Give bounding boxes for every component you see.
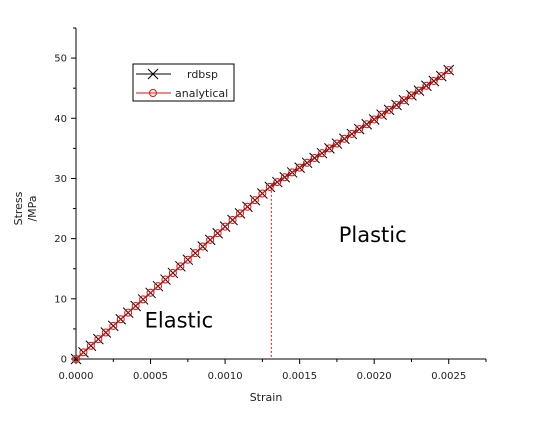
x-axis-title: Strain [250, 391, 283, 404]
x-tick-label: 0.0025 [431, 371, 466, 382]
point-analytical [258, 189, 267, 198]
point-analytical [221, 222, 230, 231]
legend-marker-rdbsp [147, 68, 159, 80]
point-analytical [265, 182, 274, 191]
legend-marker-analytical [149, 89, 157, 97]
point-analytical [176, 262, 185, 271]
point-analytical [273, 178, 282, 187]
y-axis-title: Stress [12, 191, 25, 225]
point-analytical [131, 302, 140, 311]
point-analytical [154, 282, 162, 291]
series-group [70, 64, 455, 365]
point-analytical [191, 249, 200, 258]
point-analytical [280, 173, 289, 182]
annotation-elastic: Elastic [145, 309, 214, 333]
point-analytical [392, 101, 401, 110]
point-analytical [213, 229, 222, 238]
point-analytical [407, 91, 416, 100]
point-analytical [206, 235, 215, 244]
y-tick-label: 0 [61, 355, 67, 366]
point-analytical [109, 321, 118, 330]
point-analytical [362, 120, 371, 129]
point-analytical [243, 202, 252, 211]
point-analytical [236, 209, 244, 218]
point-analytical [295, 163, 304, 172]
point-analytical [347, 129, 356, 138]
x-tick-label: 0.0020 [357, 371, 392, 382]
point-analytical [198, 242, 207, 251]
series-analytical [72, 66, 453, 363]
point-analytical [385, 105, 394, 114]
point-analytical [161, 275, 170, 284]
point-analytical [318, 149, 326, 158]
y-tick-label: 20 [54, 234, 67, 245]
point-analytical [101, 328, 110, 337]
point-analytical [332, 139, 341, 148]
y-tick-label: 30 [54, 174, 67, 185]
point-analytical [228, 215, 237, 224]
legend: rdbsp analytical [132, 63, 235, 102]
point-analytical [94, 335, 103, 344]
axes: 0 10 20 30 40 50 0.0000 0.0005 0.0010 0.0015 0.002… [12, 27, 487, 404]
point-analytical [116, 315, 125, 324]
point-analytical [124, 308, 133, 317]
point-analytical [168, 268, 177, 277]
point-analytical [325, 144, 334, 153]
point-analytical [146, 288, 155, 297]
point-analytical [183, 255, 192, 264]
point-analytical [355, 125, 364, 134]
point-analytical [139, 295, 148, 304]
x-tick-label: 0.0015 [282, 371, 317, 382]
point-analytical [86, 341, 95, 350]
y-tick-label: 40 [54, 114, 67, 125]
point-analytical [288, 168, 297, 177]
point-analytical [377, 110, 386, 119]
annotations: Elastic Plastic [145, 223, 407, 332]
annotation-plastic: Plastic [339, 223, 407, 247]
point-analytical [370, 115, 379, 124]
y-axis-subtitle: /MPa [26, 195, 39, 221]
y-tick-label: 50 [54, 54, 67, 65]
point-analytical [250, 196, 259, 205]
point-analytical [310, 153, 319, 162]
point-analytical [72, 355, 80, 363]
point-analytical [400, 96, 408, 105]
point-analytical [303, 158, 312, 167]
point-analytical [437, 72, 446, 81]
point-analytical [79, 348, 88, 357]
x-tick-label: 0.0005 [133, 371, 168, 382]
legend-label-rdbsp: rdbsp [187, 68, 218, 81]
series-rdbsp [70, 64, 455, 365]
legend-label-analytical: analytical [175, 87, 228, 100]
point-analytical [429, 76, 438, 85]
x-tick-label: 0.0010 [208, 371, 243, 382]
point-analytical [414, 86, 423, 95]
point-analytical [422, 81, 431, 90]
point-analytical [340, 134, 349, 143]
y-tick-label: 10 [54, 294, 67, 305]
point-analytical [444, 66, 453, 75]
x-tick-label: 0.0000 [59, 371, 94, 382]
